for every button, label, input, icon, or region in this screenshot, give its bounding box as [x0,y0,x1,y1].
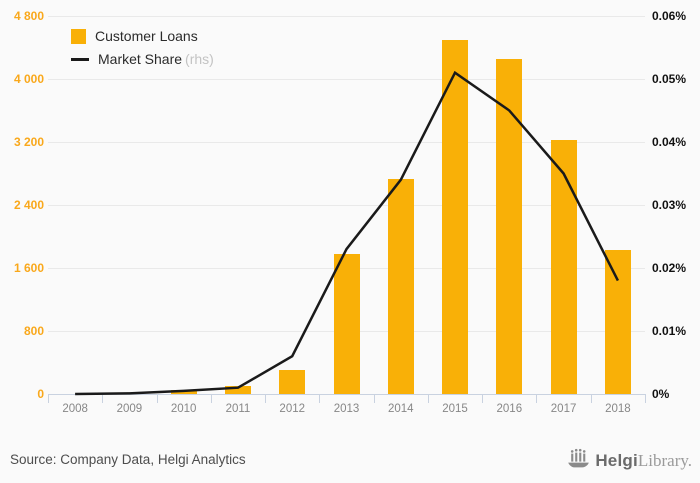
x-axis-year-label: 2011 [225,403,251,415]
x-axis-year-label: 2013 [333,403,360,415]
x-axis-year-label: 2009 [116,403,143,415]
helgi-ship-icon [567,448,591,474]
right-axis-tick-label: 0.01% [652,324,687,338]
x-axis-tick [210,395,212,403]
bar-2011 [224,385,251,394]
customer-loans-swatch-icon [71,28,86,44]
legend-market-share-label: Market Share (rhs) [98,51,214,67]
gridline [48,79,645,80]
x-axis-tick [645,395,646,403]
left-axis-tick-label: 0 [37,387,44,401]
x-axis-year-label: 2010 [170,403,197,415]
bar-2016 [496,59,523,394]
x-axis-year-label: 2018 [605,403,631,415]
x-axis-year-label: 2012 [279,403,306,415]
bar-2012 [279,369,306,394]
x-axis-tick [156,395,158,403]
market-share-line-icon [71,57,89,61]
right-axis-tick-label: 0.05% [652,72,687,86]
bar-2015 [442,40,469,394]
bar-2010 [170,390,197,394]
bar-2014 [387,179,414,394]
legend-item-customer-loans: Customer Loans [71,28,214,44]
x-axis-tick [427,395,429,403]
x-axis-year-label: 2014 [387,403,414,415]
x-axis-year-label: 2016 [496,403,523,415]
bar-2017 [550,139,577,394]
x-axis-tick [48,395,49,403]
legend-item-market-share: Market Share (rhs) [71,51,214,67]
bar-2018 [604,249,631,394]
x-axis-tick [102,395,104,403]
x-axis-tick [536,395,538,403]
x-axis-tick [373,395,375,403]
legend: Customer Loans Market Share (rhs) [71,28,214,67]
helgi-library-logo: HelgiLibrary. [567,448,692,474]
right-axis-tick-label: 0.02% [652,261,687,275]
x-axis-year-label: 2015 [442,403,468,415]
x-axis-tick [590,395,592,403]
left-axis-tick-label: 1 600 [13,261,44,275]
left-axis-tick-label: 3 200 [13,135,44,149]
x-axis-tick [265,395,267,403]
legend-rhs-suffix: (rhs) [185,51,214,67]
x-axis-tick [482,395,484,403]
x-axis-year-label: 2017 [550,403,577,415]
x-axis-year-label: 2008 [62,403,88,415]
x-axis-tick [319,395,321,403]
legend-customer-loans-label: Customer Loans [95,28,198,44]
source-note: Source: Company Data, Helgi Analytics [10,452,246,467]
logo-wordmark: HelgiLibrary. [595,451,692,471]
right-axis-tick-label: 0.06% [652,9,687,23]
right-axis-tick-label: 0.04% [652,135,687,149]
left-axis-tick-label: 4 800 [13,9,44,23]
x-axis-line [48,394,646,395]
logo-text-helgi: Helgi [595,451,638,470]
left-axis-tick-label: 4 000 [13,72,44,86]
left-axis-tick-label: 800 [23,324,44,338]
logo-text-library: Library. [637,451,692,470]
bar-2013 [333,254,360,394]
gridline [48,16,645,17]
right-axis-tick-label: 0% [652,387,670,401]
right-axis-tick-label: 0.03% [652,198,687,212]
left-axis-tick-label: 2 400 [13,198,44,212]
